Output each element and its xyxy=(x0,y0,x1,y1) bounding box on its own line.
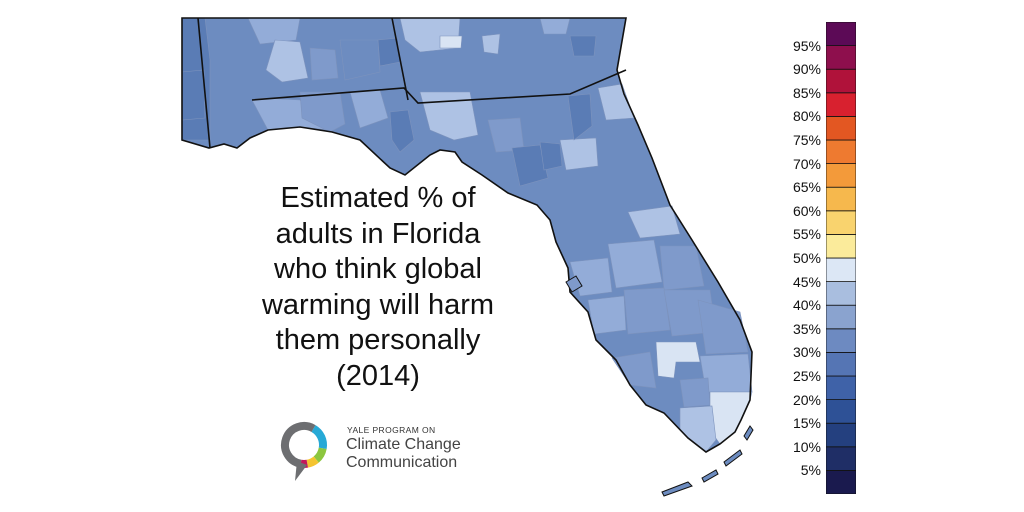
legend-tick-label: 85% xyxy=(792,84,821,101)
state-outline xyxy=(181,17,753,453)
county-region xyxy=(623,287,671,335)
legend-tick-label: 65% xyxy=(792,179,821,196)
internal-state-border xyxy=(251,69,627,104)
logo-arc xyxy=(281,422,316,468)
county-region xyxy=(389,109,415,153)
county-region xyxy=(539,141,563,171)
county-region xyxy=(339,39,381,81)
legend-tick-label: 35% xyxy=(792,320,821,337)
map-title: Estimated % of adults in Florida who thi… xyxy=(228,181,528,394)
legend-swatch xyxy=(826,469,856,494)
county-region xyxy=(511,144,549,187)
legend-tick-label: 10% xyxy=(792,438,821,455)
title-line: warming will harm xyxy=(261,288,495,321)
ycc-logo-icon xyxy=(281,422,327,481)
legend-swatch xyxy=(826,163,856,188)
legend-swatch xyxy=(826,304,856,330)
county-region xyxy=(611,351,657,389)
county-region xyxy=(587,295,627,335)
legend-tick-label: 15% xyxy=(792,415,821,432)
legend-tick-label: 55% xyxy=(792,226,821,243)
county-region xyxy=(697,299,749,355)
title-line: (2014) xyxy=(336,359,420,392)
org-name-line1: Climate Change xyxy=(346,436,461,453)
county-region xyxy=(567,93,593,141)
logo-arc xyxy=(311,425,327,449)
bay-island xyxy=(565,275,583,293)
legend-swatch xyxy=(826,92,856,117)
internal-state-border xyxy=(197,17,211,149)
legend-swatch xyxy=(826,446,856,471)
legend-swatch xyxy=(826,281,856,306)
county-region xyxy=(419,91,479,141)
county-region xyxy=(439,35,463,49)
county-regions xyxy=(181,17,753,453)
legend-swatch xyxy=(826,422,856,448)
county-region xyxy=(299,91,346,133)
legend-swatch xyxy=(826,328,856,353)
legend-swatch xyxy=(826,45,856,70)
legend-swatch xyxy=(826,375,856,401)
florida-keys xyxy=(565,275,754,497)
legend-tick-label: 70% xyxy=(792,155,821,172)
legend-swatch xyxy=(826,68,856,94)
county-region xyxy=(539,17,571,35)
legend-tick-label: 80% xyxy=(792,108,821,125)
county-region xyxy=(559,137,599,171)
county-region xyxy=(265,39,309,83)
title-line: Estimated % of xyxy=(280,182,476,214)
legend-tick-label: 45% xyxy=(792,273,821,290)
legend-tick-label: 90% xyxy=(792,61,821,78)
county-region xyxy=(481,33,501,55)
legend-tick-label: 75% xyxy=(792,132,821,148)
legend-tick-label: 60% xyxy=(792,202,821,219)
legend-swatch xyxy=(826,186,856,212)
legend-swatch xyxy=(826,210,856,235)
legend-tick-label: 5% xyxy=(800,462,821,479)
county-region xyxy=(569,35,597,57)
state-borders xyxy=(181,17,753,453)
county-region xyxy=(659,245,705,291)
logo-arc xyxy=(306,456,319,468)
county-region xyxy=(607,239,663,289)
legend-tick-label: 25% xyxy=(792,368,821,384)
key-island xyxy=(661,481,693,497)
legend-swatch xyxy=(826,233,856,259)
legend-swatch xyxy=(826,351,856,377)
legend-swatch xyxy=(826,22,856,47)
legend-tick-label: 20% xyxy=(792,391,821,408)
org-prefix: YALE PROGRAM ON xyxy=(347,425,436,435)
color-legend xyxy=(826,22,856,494)
key-island xyxy=(723,449,743,467)
county-region xyxy=(655,341,701,379)
legend-tick-label: 50% xyxy=(792,250,821,266)
legend-swatch xyxy=(826,399,856,424)
legend-swatch xyxy=(826,116,856,141)
internal-state-border xyxy=(391,17,409,101)
key-island xyxy=(701,469,719,483)
legend-tick-label: 95% xyxy=(792,37,821,54)
key-island xyxy=(743,425,754,441)
county-region xyxy=(679,377,711,408)
logo-tail xyxy=(295,461,307,481)
legend-tick-label: 30% xyxy=(792,344,821,361)
legend-swatch xyxy=(826,257,856,283)
org-name-line2: Communication xyxy=(346,454,458,471)
title-line: them personally xyxy=(275,324,481,356)
county-region xyxy=(309,47,339,81)
county-region xyxy=(181,69,206,121)
title-line: adults in Florida xyxy=(275,217,481,250)
county-region xyxy=(627,205,681,239)
logo-arc xyxy=(313,447,327,463)
title-line: who think global xyxy=(274,253,482,285)
legend-tick-label: 40% xyxy=(792,297,821,314)
legend-swatch xyxy=(826,139,856,165)
